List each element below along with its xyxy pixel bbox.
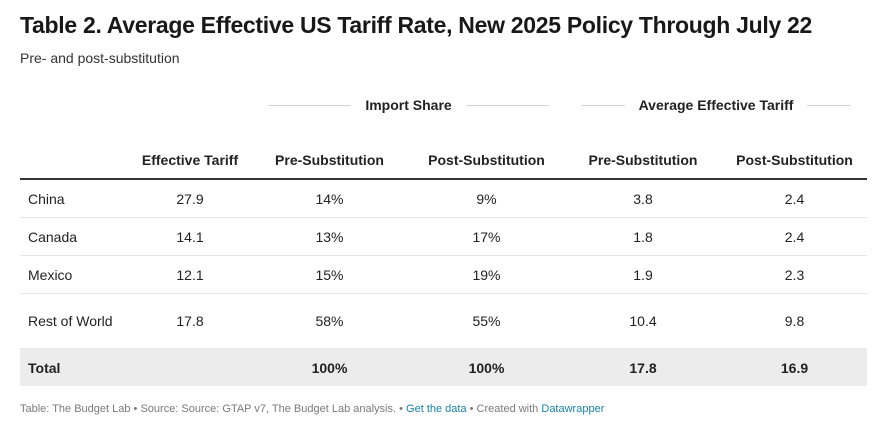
column-header-import-pre-substitution: Pre-Substitution	[250, 128, 409, 180]
datawrapper-link[interactable]: Datawrapper	[541, 403, 605, 415]
table-cell: 17.8	[564, 348, 722, 386]
table-cell: 9.8	[722, 293, 867, 349]
total-row: Total 100% 100% 17.8 16.9	[20, 348, 867, 386]
group-header-import-share: Import Share	[268, 96, 550, 114]
header-row: Effective Tariff Pre-Substitution Post-S…	[20, 128, 867, 180]
table-cell: 17%	[409, 217, 564, 256]
table-cell: 58%	[250, 293, 409, 349]
table-cell: 14%	[250, 179, 409, 218]
table-cell: 100%	[409, 348, 564, 386]
table-title: Table 2. Average Effective US Tariff Rat…	[20, 12, 813, 38]
table-cell: 2.4	[722, 217, 867, 256]
total-label: Total	[20, 348, 130, 386]
created-with-text: • Created with	[469, 403, 539, 415]
table-cell: 15%	[250, 255, 409, 294]
tariff-table: Effective Tariff Pre-Substitution Post-S…	[20, 128, 867, 386]
footer: Table: The Budget Lab • Source: Source: …	[20, 403, 604, 415]
table-cell: 2.3	[722, 255, 867, 294]
group-rule-left	[581, 104, 625, 106]
group-header-average-effective-tariff: Average Effective Tariff	[581, 96, 851, 114]
column-header-tariff-post-substitution: Post-Substitution	[722, 128, 867, 180]
group-label-average-effective-tariff: Average Effective Tariff	[638, 97, 794, 113]
table-cell: 19%	[409, 255, 564, 294]
table-cell: 27.9	[130, 179, 250, 218]
table-cell: 16.9	[722, 348, 867, 386]
table-cell: 12.1	[130, 255, 250, 294]
group-rule-right	[465, 104, 550, 106]
row-label: Rest of World	[20, 293, 130, 349]
row-label: China	[20, 179, 130, 218]
table-row: Rest of World 17.8 58% 55% 10.4 9.8	[20, 293, 867, 349]
table-cell: 9%	[409, 179, 564, 218]
table-cell: 10.4	[564, 293, 722, 349]
table-cell: 13%	[250, 217, 409, 256]
table-cell: 55%	[409, 293, 564, 349]
table-row: Canada 14.1 13% 17% 1.8 2.4	[20, 217, 867, 256]
column-header-import-post-substitution: Post-Substitution	[409, 128, 564, 180]
table-cell: 1.9	[564, 255, 722, 294]
column-header-country	[20, 128, 130, 180]
group-rule-left	[268, 104, 352, 106]
table-cell: 2.4	[722, 179, 867, 218]
get-the-data-link[interactable]: Get the data	[406, 403, 467, 415]
table-cell: 100%	[250, 348, 409, 386]
group-rule-right	[807, 104, 851, 106]
table-cell: 3.8	[564, 179, 722, 218]
column-header-tariff-pre-substitution: Pre-Substitution	[564, 128, 722, 180]
table-cell: 14.1	[130, 217, 250, 256]
table-row: China 27.9 14% 9% 3.8 2.4	[20, 179, 867, 218]
source-note: Table: The Budget Lab • Source: Source: …	[20, 403, 403, 415]
group-label-import-share: Import Share	[365, 97, 452, 113]
column-header-effective-tariff: Effective Tariff	[130, 128, 250, 180]
row-label: Canada	[20, 217, 130, 256]
table-cell: 17.8	[130, 293, 250, 349]
table-subtitle: Pre- and post-substitution	[20, 50, 180, 66]
table-cell	[130, 348, 250, 386]
table-row: Mexico 12.1 15% 19% 1.9 2.3	[20, 255, 867, 294]
row-label: Mexico	[20, 255, 130, 294]
table-cell: 1.8	[564, 217, 722, 256]
